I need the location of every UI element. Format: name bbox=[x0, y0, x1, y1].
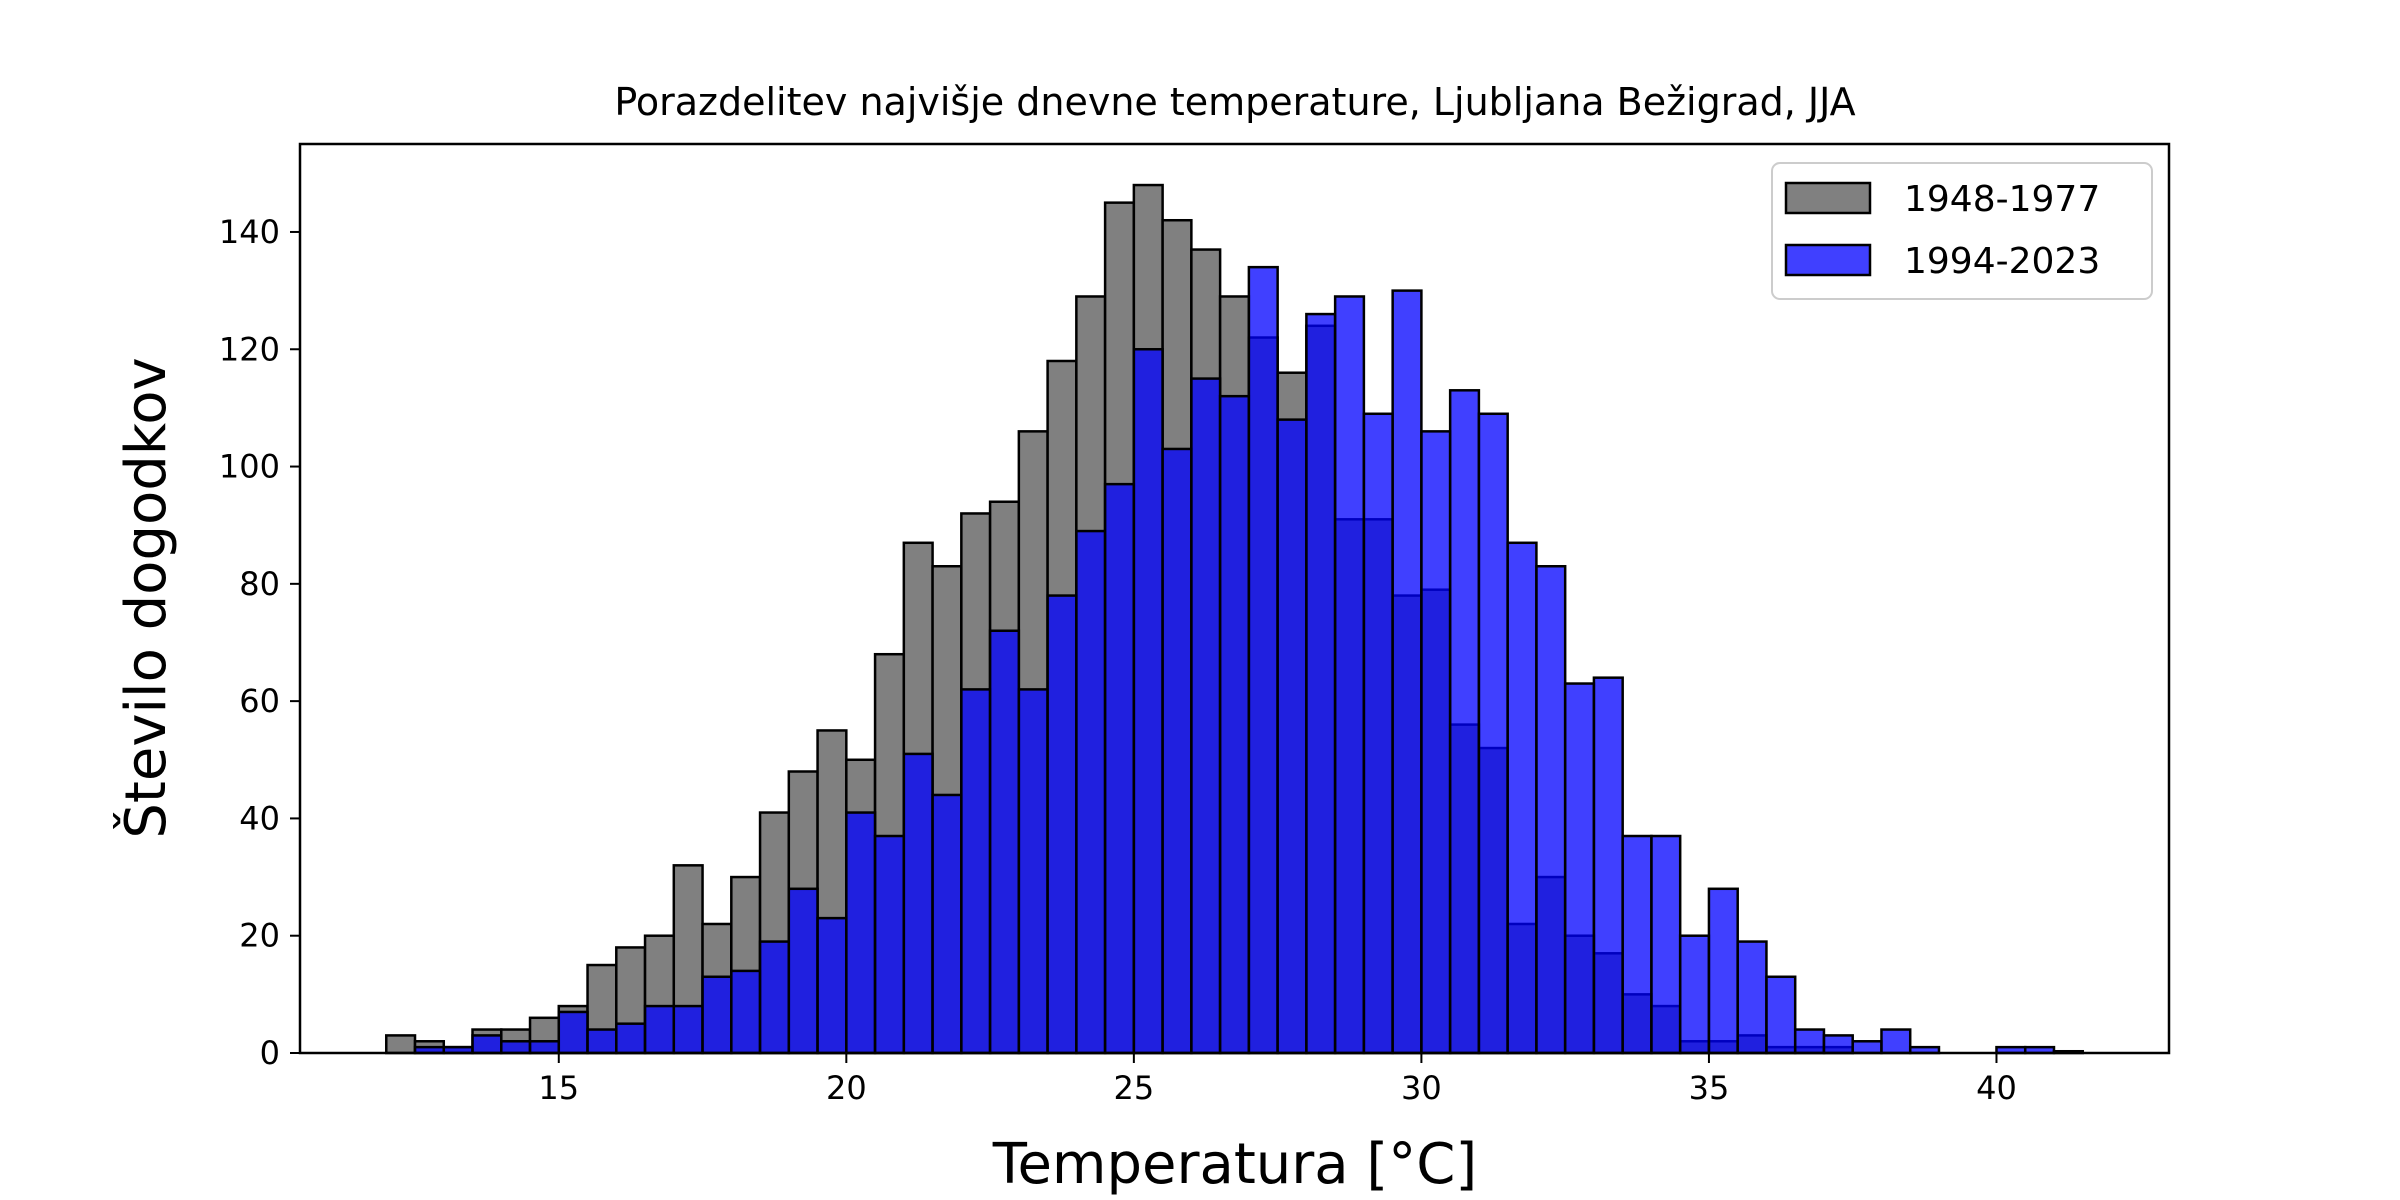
legend: 1948-1977 1994-2023 bbox=[1771, 162, 2153, 300]
y-axis: 0 20 40 60 80 100 120 140 bbox=[219, 213, 300, 1072]
y-tick-label: 40 bbox=[239, 799, 280, 837]
bar bbox=[1678, 934, 1711, 1055]
bar bbox=[1506, 541, 1538, 1055]
bar bbox=[528, 1040, 561, 1055]
bar bbox=[730, 969, 762, 1055]
bar bbox=[1822, 1034, 1854, 1055]
bar bbox=[1046, 594, 1078, 1055]
bar bbox=[1247, 265, 1279, 1055]
legend-swatch bbox=[1784, 181, 1872, 215]
plot-frame bbox=[298, 142, 2171, 1055]
bar bbox=[1563, 682, 1596, 1055]
bar bbox=[1448, 389, 1481, 1055]
x-tick-label: 25 bbox=[1114, 1069, 1155, 1107]
bar bbox=[1650, 834, 1682, 1055]
y-tick-label: 140 bbox=[219, 213, 280, 251]
bar bbox=[1161, 447, 1193, 1055]
bar bbox=[873, 834, 906, 1055]
x-tick-label: 35 bbox=[1689, 1069, 1730, 1107]
legend-swatch bbox=[1784, 243, 1872, 277]
bar bbox=[1851, 1040, 1883, 1055]
bar bbox=[845, 811, 877, 1055]
bar bbox=[1017, 688, 1049, 1055]
bar bbox=[902, 752, 934, 1055]
bar bbox=[1276, 418, 1308, 1055]
x-axis-label: Temperatura [°C] bbox=[992, 1132, 1477, 1197]
y-tick-label: 80 bbox=[239, 565, 280, 603]
chart-title: Porazdelitev najvišje dnevne temperature… bbox=[614, 80, 1855, 124]
bar bbox=[1362, 412, 1394, 1055]
bar bbox=[1765, 975, 1797, 1055]
y-tick-label: 120 bbox=[219, 330, 280, 368]
x-axis: 15 20 25 30 35 40 bbox=[538, 1053, 2017, 1107]
bar bbox=[471, 1034, 503, 1055]
bar bbox=[1103, 482, 1136, 1055]
series-1994-2023 bbox=[413, 265, 2084, 1055]
bar bbox=[1391, 289, 1423, 1055]
bar bbox=[960, 688, 992, 1055]
y-tick-label: 60 bbox=[239, 682, 280, 720]
x-tick-label: 15 bbox=[538, 1069, 579, 1107]
legend-label: 1994-2023 bbox=[1904, 241, 2100, 282]
bar bbox=[1793, 1028, 1826, 1055]
bar bbox=[1736, 940, 1768, 1055]
bar bbox=[586, 1028, 618, 1055]
bar bbox=[1305, 312, 1337, 1055]
bar bbox=[816, 916, 848, 1055]
bar bbox=[1621, 834, 1653, 1055]
bar bbox=[931, 793, 963, 1055]
bar bbox=[1477, 412, 1509, 1055]
bar bbox=[787, 887, 819, 1055]
y-tick-label: 0 bbox=[260, 1034, 280, 1072]
bar bbox=[1420, 430, 1452, 1055]
bar bbox=[385, 1034, 417, 1055]
bar bbox=[1075, 529, 1107, 1055]
bar bbox=[500, 1040, 532, 1055]
bar bbox=[1190, 377, 1222, 1055]
bar bbox=[701, 975, 733, 1055]
bar bbox=[1707, 887, 1739, 1055]
y-axis-label: Število dogodkov bbox=[114, 357, 179, 838]
bar bbox=[557, 1010, 589, 1055]
y-tick-label: 100 bbox=[219, 448, 280, 486]
bar bbox=[615, 1022, 647, 1055]
bar bbox=[1218, 394, 1251, 1055]
bar bbox=[758, 940, 791, 1055]
bar bbox=[1592, 676, 1624, 1055]
x-tick-label: 20 bbox=[826, 1069, 867, 1107]
bars-layer bbox=[385, 183, 2084, 1055]
x-tick-label: 30 bbox=[1401, 1069, 1442, 1107]
bar bbox=[1132, 348, 1164, 1055]
bar bbox=[643, 1004, 676, 1055]
legend-label: 1948-1977 bbox=[1904, 179, 2100, 220]
bar bbox=[1333, 295, 1366, 1055]
bar bbox=[988, 629, 1021, 1055]
bar bbox=[1535, 565, 1567, 1055]
y-tick-label: 20 bbox=[239, 917, 280, 955]
bar bbox=[672, 1004, 704, 1055]
bar bbox=[1880, 1028, 1912, 1055]
x-tick-label: 40 bbox=[1976, 1069, 2017, 1107]
